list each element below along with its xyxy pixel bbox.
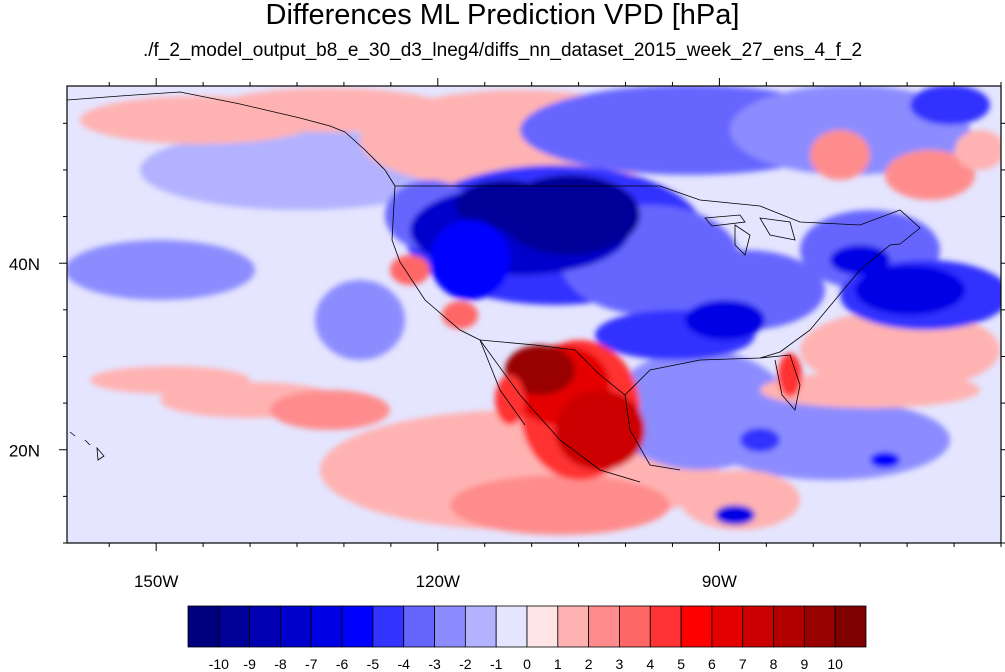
colorbar-label: 0 [523,656,531,672]
field-region [455,180,555,230]
colorbar-label: -1 [490,656,503,672]
colorbar-swatch [711,605,744,648]
field-region [715,505,755,525]
field-region [90,366,250,394]
difference-field [67,86,1001,535]
field-region [315,280,405,360]
x-tick-label: 150W [134,572,178,591]
colorbar-swatch [249,605,281,648]
field-region [390,255,430,285]
colorbar-swatch [619,605,651,648]
field-region [855,265,965,315]
field-region [555,390,645,470]
colorbar-swatch [834,605,867,648]
colorbar-swatch [280,605,312,648]
colorbar-label: 6 [708,656,716,672]
colorbar-swatch [742,605,774,648]
field-region [80,96,320,144]
colorbar-label: 3 [616,656,624,672]
colorbar-swatch [773,605,805,648]
field-region [800,310,1000,390]
map-area [67,86,1001,543]
bc-coast [344,131,396,187]
colorbar-label: 10 [827,656,843,672]
x-tick-label: 120W [416,572,460,591]
colorbar-swatch [372,605,405,648]
colorbar-label: 4 [646,656,654,672]
field-region [830,245,890,275]
colorbar-swatch [557,605,590,648]
colorbar-label: -10 [209,656,229,672]
field-region [955,130,1001,170]
field-region [505,345,575,395]
political-boundaries [67,91,921,483]
colorbar-swatch [526,605,559,648]
y-tick-label: 40N [9,255,40,274]
field-region [885,150,975,200]
colorbar-label: -4 [398,656,411,672]
field-region [680,470,800,530]
field-region [685,300,765,340]
field-region [760,372,980,408]
field-region [910,86,990,125]
colorbar-label: -8 [274,656,287,672]
mexico-gulf-coast [624,394,681,471]
mexico-pacific-coast [479,339,641,483]
hawaii-islands [69,431,105,461]
colorbar-swatch [187,605,220,648]
colorbar-label: -2 [459,656,472,672]
field-region [810,130,870,180]
colorbar-swatch [464,605,497,648]
colorbar-swatch [588,605,620,648]
map-frame [66,85,1002,544]
colorbar-label: -5 [367,656,380,672]
field-region [442,301,478,329]
field-region [870,452,900,468]
field-region [740,428,780,452]
chart-title: Differences ML Prediction VPD [hPa] [265,0,740,31]
colorbar-label: 9 [800,656,808,672]
us-border-north [395,185,921,245]
field-region [495,375,525,425]
field-region [270,390,390,430]
us-east-coast [779,243,901,353]
field-region [430,220,510,300]
colorbar-label: -3 [428,656,441,672]
baja-california [479,339,526,426]
axis-ticks [59,78,1005,551]
x-tick-label: 90W [702,572,737,591]
colorbar-swatch [341,605,374,648]
colorbar-swatch [495,605,528,648]
colorbar-label: 8 [770,656,778,672]
colorbar-label: -7 [305,656,318,672]
colorbar-swatch [403,605,435,648]
colorbar-swatch [649,605,682,648]
axis-tick-labels: 150W 120W 90W 40N 20N [9,255,737,591]
colorbar-label: 1 [554,656,562,672]
florida [759,354,801,411]
colorbar-swatch [680,605,713,648]
us-mexico-border [479,339,626,396]
colorbar-label: 5 [677,656,685,672]
us-west-coast [391,185,481,341]
colorbar: -10 -9 -8 -7 -6 -5 -4 -3 -2 -1 0 1 2 3 4 5 6 7 8 9 10 [187,605,867,672]
field-region [778,353,802,397]
great-lakes [704,214,796,256]
field-region [450,475,670,535]
colorbar-label: -6 [336,656,349,672]
colorbar-label: 2 [585,656,593,672]
colorbar-label: 7 [739,656,747,672]
colorbar-swatch [803,605,836,648]
alaska-coast [67,91,346,133]
y-tick-label: 20N [9,442,40,461]
field-region [67,240,255,300]
chart-subtitle: ./f_2_model_output_b8_e_30_d3_lneg4/diff… [142,40,863,61]
gulf-coast [624,351,781,396]
colorbar-swatch [310,605,343,648]
colorbar-swatch [218,605,251,648]
colorbar-swatch [434,605,466,648]
colorbar-label: -9 [243,656,256,672]
